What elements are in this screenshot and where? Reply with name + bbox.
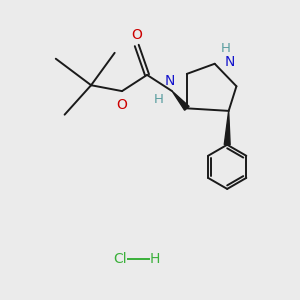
Polygon shape	[172, 91, 189, 110]
Text: H: H	[154, 93, 164, 106]
Text: Cl: Cl	[113, 252, 126, 266]
Text: H: H	[221, 42, 231, 55]
Text: H: H	[150, 252, 160, 266]
Polygon shape	[224, 111, 230, 145]
Text: O: O	[117, 98, 128, 112]
Text: O: O	[131, 28, 142, 42]
Text: N: N	[164, 74, 175, 88]
Text: N: N	[225, 55, 236, 69]
